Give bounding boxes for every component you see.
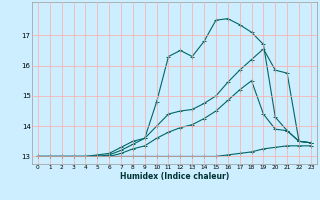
X-axis label: Humidex (Indice chaleur): Humidex (Indice chaleur) [120,172,229,181]
